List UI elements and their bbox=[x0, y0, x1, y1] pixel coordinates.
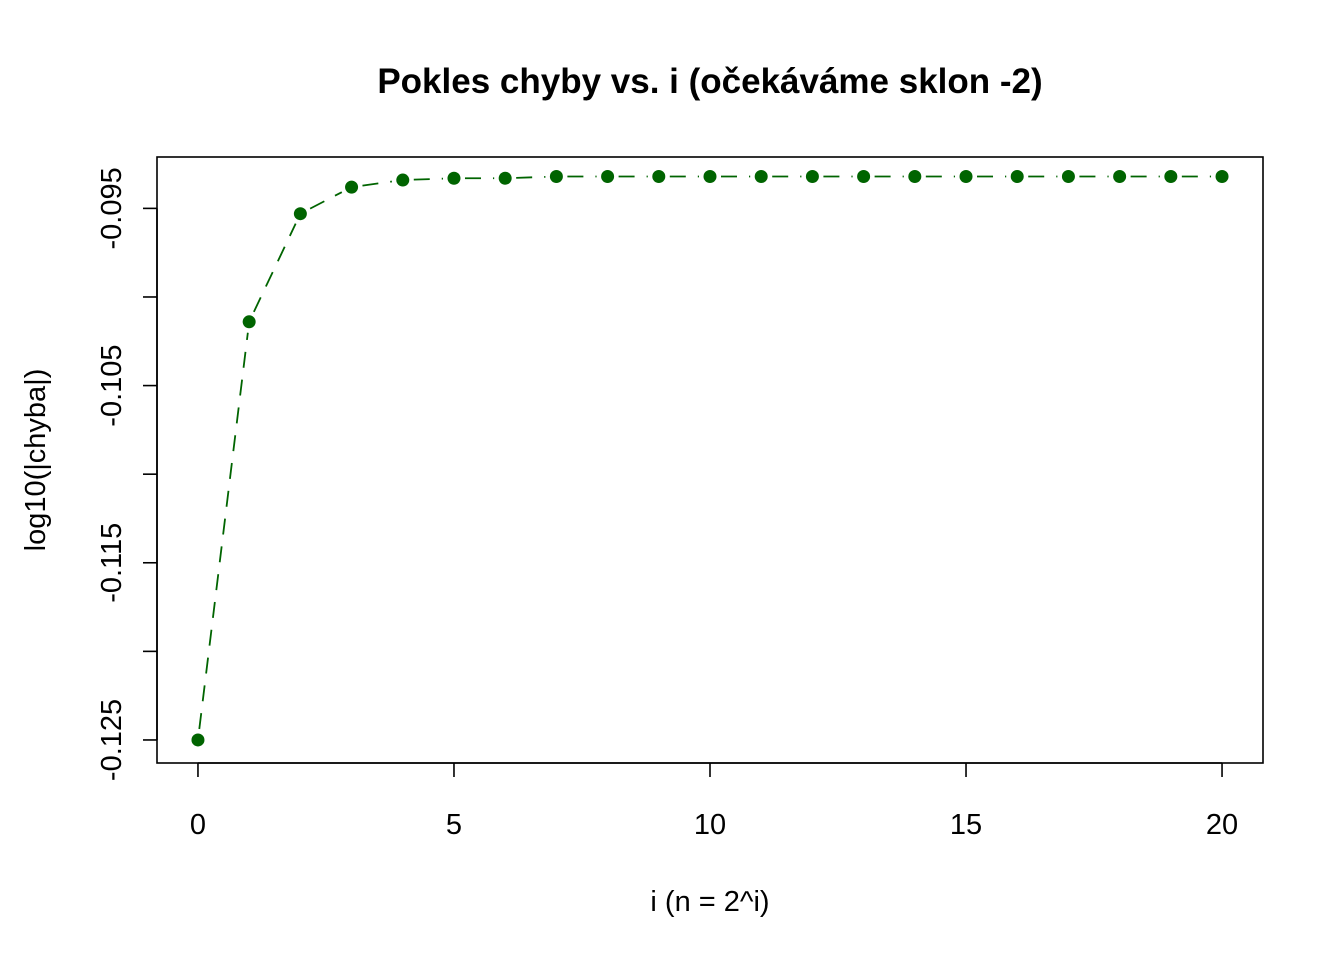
series-segment bbox=[309, 191, 343, 210]
y-tick-label: -0.115 bbox=[96, 523, 128, 603]
data-point bbox=[293, 207, 307, 221]
x-tick-label: 0 bbox=[190, 809, 206, 841]
data-point bbox=[191, 733, 205, 747]
x-tick-label: 5 bbox=[446, 809, 462, 841]
data-point bbox=[857, 169, 871, 183]
data-point bbox=[1215, 169, 1229, 183]
data-point bbox=[1113, 169, 1127, 183]
data-point bbox=[345, 180, 359, 194]
y-axis: -0.125 -0.115 -0.105 -0.095 bbox=[96, 167, 158, 781]
data-point bbox=[908, 169, 922, 183]
data-point bbox=[703, 169, 717, 183]
data-point bbox=[549, 169, 563, 183]
data-point bbox=[447, 171, 461, 185]
x-axis-label: i (n = 2^i) bbox=[650, 886, 769, 918]
x-axis: 0 5 10 15 20 bbox=[190, 762, 1238, 841]
series-layer bbox=[191, 169, 1229, 747]
data-point bbox=[601, 169, 615, 183]
y-axis-label: log10(|chyba|) bbox=[20, 369, 52, 552]
data-point bbox=[1010, 169, 1024, 183]
data-point bbox=[805, 169, 819, 183]
series-segment bbox=[516, 175, 546, 179]
series-segment bbox=[198, 332, 249, 730]
data-point bbox=[959, 169, 973, 183]
data-point bbox=[242, 315, 256, 329]
plot-area bbox=[156, 156, 1264, 764]
data-point bbox=[1164, 169, 1178, 183]
series-segment bbox=[413, 177, 444, 181]
x-tick-label: 15 bbox=[950, 809, 982, 841]
chart-title: Pokles chyby vs. i (očekáváme sklon -2) bbox=[377, 62, 1042, 101]
y-tick-label: -0.095 bbox=[96, 167, 128, 249]
y-tick-label: -0.125 bbox=[96, 699, 128, 781]
data-point bbox=[754, 169, 768, 183]
series-segment bbox=[253, 223, 297, 313]
x-tick-label: 10 bbox=[694, 809, 726, 841]
series-segment bbox=[362, 180, 393, 187]
data-point bbox=[652, 169, 666, 183]
data-point bbox=[396, 173, 410, 187]
data-point bbox=[498, 171, 512, 185]
data-point bbox=[1061, 169, 1075, 183]
x-tick-label: 20 bbox=[1206, 809, 1238, 841]
y-tick-label: -0.105 bbox=[96, 344, 128, 426]
